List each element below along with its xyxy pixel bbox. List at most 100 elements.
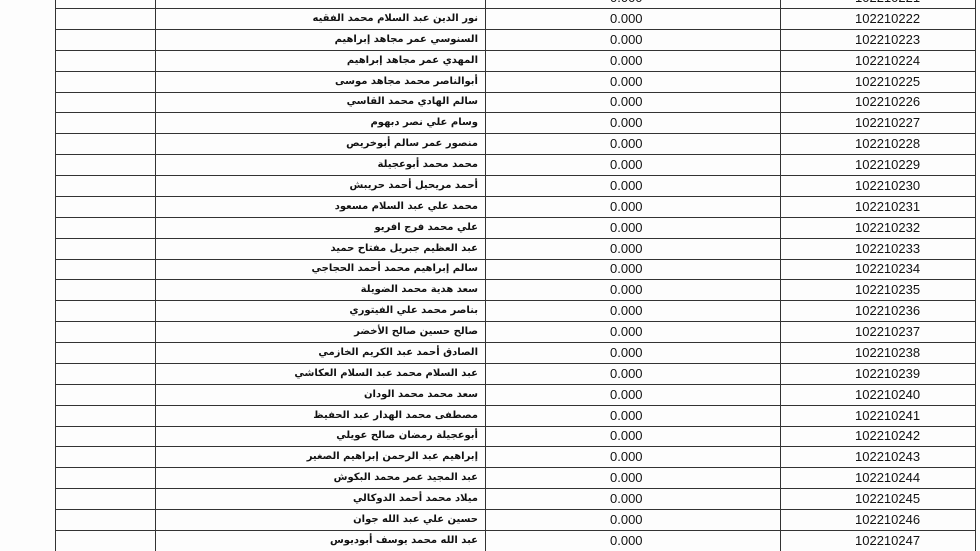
table-row: بناصر محمد علي الفيتوري 0.000 102210236 [55, 301, 975, 323]
table-row: محمد محمد أبوعجيلة 0.000 102210229 [55, 155, 975, 177]
table-row: حسين علي عبد الله جوان 0.000 102210246 [55, 510, 975, 531]
name-cell: سالم إبراهيم محمد أحمد الحجاجي [311, 263, 478, 275]
value-cell: 0.000 [610, 491, 643, 507]
table-row: أحمد مريحيل أحمد حريبش 0.000 102210230 [55, 176, 975, 197]
name-cell: الصادق أحمد عبد الكريم الخازمي [318, 346, 478, 358]
name-cell: نور الدين عبد السلام محمد الفقيه [312, 12, 478, 24]
name-cell: صالح حسين صالح الأخضر [354, 326, 478, 338]
id-cell: 102210234 [855, 261, 921, 277]
value-cell: 0.000 [610, 198, 643, 214]
id-cell: 102210225 [855, 73, 921, 89]
id-cell: 102210226 [855, 94, 921, 110]
value-cell: 0.000 [610, 157, 643, 173]
id-cell: 102210247 [855, 532, 921, 548]
name-cell: سعد هدية محمد الضويلة [360, 284, 478, 296]
value-cell: 0.000 [610, 31, 643, 47]
name-cell: سالم الهادي محمد القاسي [346, 96, 478, 108]
name-cell: محمد محمد أبوعجيلة [377, 159, 478, 171]
name-cell: محمد علي عبد السلام مسعود [334, 200, 478, 212]
id-cell: 102210244 [855, 470, 921, 486]
value-cell: 0.000 [610, 177, 643, 193]
value-cell: 0.000 [610, 73, 643, 89]
name-cell: وسام علي نصر دبهوم [370, 117, 478, 129]
name-cell: حسين علي عبد الله جوان [353, 514, 478, 525]
name-cell: أحمد مريحيل أحمد حريبش [349, 179, 478, 191]
table-row: سالم إبراهيم محمد أحمد الحجاجي 0.000 10221… [55, 259, 975, 281]
table-row: سعد هدية محمد الضويلة 0.000 102210235 [55, 280, 975, 302]
value-cell: 0.000 [610, 0, 643, 8]
value-cell: 0.000 [610, 449, 643, 465]
value-cell: 0.000 [610, 365, 643, 381]
table-row: عبد الله محمد يوسف أبوديوس 0.000 102210247 [55, 531, 975, 551]
table-row: عبد السلام محمد عبد السلام العكاشي 0.000 1… [55, 364, 975, 385]
name-cell: أبوالناصر محمد مجاهد موسى [335, 75, 478, 87]
id-cell: 102210229 [855, 157, 921, 173]
name-cell: بناصر محمد علي الفيتوري [349, 305, 478, 317]
table-border [975, 0, 976, 551]
table-border [485, 0, 486, 551]
table-row: محمد علي عبد السلام مسعود 0.000 102210231 [55, 197, 975, 218]
value-cell: 0.000 [610, 219, 643, 235]
id-cell: 102210228 [855, 136, 921, 152]
table-row: 0.000 102210221 [55, 0, 975, 9]
table-row: نور الدين عبد السلام محمد الفقيه 0.000 102… [55, 9, 975, 30]
value-cell: 0.000 [610, 407, 643, 423]
value-cell: 0.000 [610, 428, 643, 444]
id-cell: 102210235 [855, 282, 921, 298]
value-cell: 0.000 [610, 136, 643, 152]
id-cell: 102210227 [855, 115, 921, 131]
table-row: إبراهيم عبد الرحمن إبراهيم الصغير 0.000 10… [55, 447, 975, 469]
name-cell: عبد الله محمد يوسف أبوديوس [330, 534, 478, 546]
id-cell: 102210237 [855, 324, 921, 340]
name-cell: أبوعجيلة رمضان صالح عويلي [336, 430, 478, 442]
id-cell: 102210230 [855, 177, 921, 193]
value-cell: 0.000 [610, 344, 643, 360]
table-row: عبد المجيد عمر محمد البكوش 0.000 102210244 [55, 468, 975, 490]
table-row: علي محمد فرج افريو 0.000 102210232 [55, 218, 975, 239]
id-cell: 102210240 [855, 386, 921, 402]
name-cell: ميلاد محمد أحمد الدوكالي [352, 493, 478, 505]
id-cell: 102210224 [855, 52, 921, 68]
table-row: سعد محمد محمد الودان 0.000 102210240 [55, 385, 975, 406]
value-cell: 0.000 [610, 10, 643, 26]
name-cell: عبد السلام محمد عبد السلام العكاشي [294, 367, 478, 379]
value-cell: 0.000 [610, 470, 643, 486]
table-border [155, 0, 156, 551]
id-cell: 102210223 [855, 31, 921, 47]
table-border [780, 0, 781, 551]
table-row: عبد العظيم جبريل مفتاح حميد 0.000 10221023… [55, 239, 975, 260]
id-cell: 102210238 [855, 344, 921, 360]
table-row: السنوسي عمر مجاهد إبراهيم 0.000 102210223 [55, 30, 975, 51]
value-cell: 0.000 [610, 324, 643, 340]
id-cell: 102210232 [855, 219, 921, 235]
table-row: سالم الهادي محمد القاسي 0.000 102210226 [55, 92, 975, 114]
id-cell: 102210221 [855, 0, 920, 8]
table-row: صالح حسين صالح الأخضر 0.000 102210237 [55, 322, 975, 344]
name-cell: عبد العظيم جبريل مفتاح حميد [330, 242, 479, 254]
id-cell: 102210222 [855, 10, 921, 26]
name-cell: سعد محمد محمد الودان [363, 388, 478, 400]
id-cell: 102210231 [855, 198, 921, 214]
id-cell: 102210239 [855, 365, 921, 381]
id-cell: 102210241 [855, 407, 921, 423]
name-cell: علي محمد فرج افريو [374, 221, 478, 233]
value-cell: 0.000 [610, 303, 643, 319]
name-cell: المهدي عمر مجاهد إبراهيم [346, 54, 478, 66]
value-cell: 0.000 [610, 386, 643, 402]
id-cell: 102210246 [855, 512, 921, 527]
table-row: ميلاد محمد أحمد الدوكالي 0.000 102210245 [55, 489, 975, 511]
id-cell: 102210233 [855, 240, 921, 256]
table-row: المهدي عمر مجاهد إبراهيم 0.000 102210224 [55, 51, 975, 72]
table-row: مصطفى محمد الهدار عبد الحفيظ 0.000 1022102… [55, 406, 975, 427]
table-border [55, 0, 56, 551]
value-cell: 0.000 [610, 115, 643, 131]
value-cell: 0.000 [610, 282, 643, 298]
table-row: أبوعجيلة رمضان صالح عويلي 0.000 102210242 [55, 426, 975, 448]
id-cell: 102210236 [855, 303, 921, 319]
value-cell: 0.000 [610, 240, 643, 256]
value-cell: 0.000 [610, 532, 643, 548]
name-cell: منصور عمر سالم أبوخريص [346, 138, 478, 150]
id-cell: 102210242 [855, 428, 921, 444]
name-cell: عبد المجيد عمر محمد البكوش [333, 472, 478, 484]
